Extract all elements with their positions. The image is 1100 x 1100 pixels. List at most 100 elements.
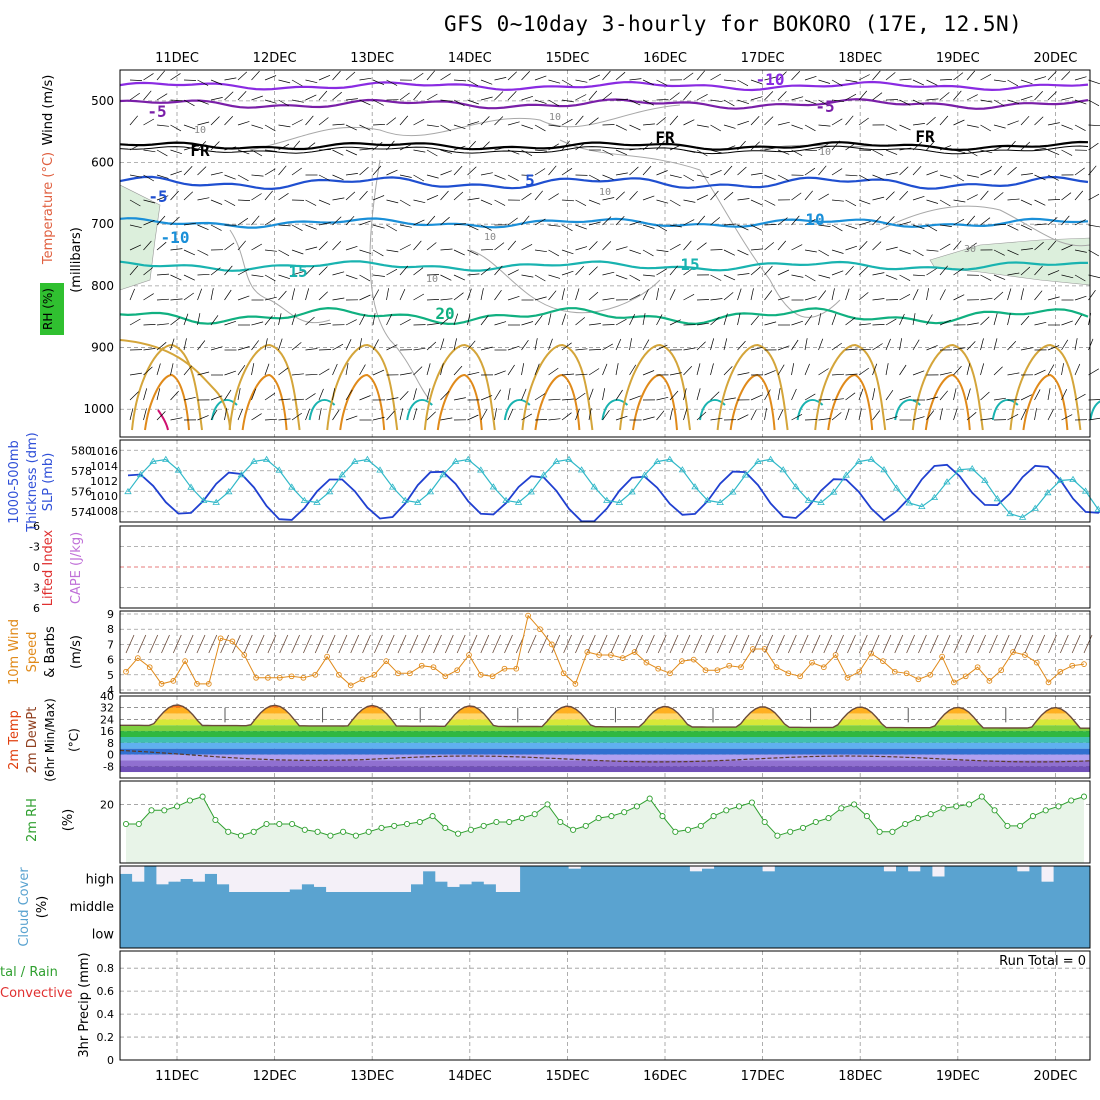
wind-barb	[710, 298, 723, 301]
precip-tick-label: 0.2	[97, 1031, 115, 1044]
wind-barb	[170, 390, 179, 401]
slp-line	[127, 458, 1100, 519]
wind-barb-10m	[444, 634, 454, 654]
wind-barb-10m	[243, 634, 253, 654]
wind-barb	[683, 72, 694, 81]
cloud-clear-bar	[338, 866, 351, 892]
wind-barb	[467, 340, 476, 351]
lowlevel-contour	[423, 343, 496, 431]
date-label-bottom: 11DEC	[155, 1069, 199, 1084]
wind-barb	[804, 274, 816, 282]
slp-marker	[855, 457, 863, 464]
wind-barb	[926, 79, 938, 86]
rh2m-axis-label: 2m RH	[25, 798, 40, 842]
wind-barb	[1061, 339, 1069, 351]
wind-barb	[318, 408, 322, 421]
wind-barb-10m	[918, 634, 927, 654]
wind-barb	[764, 116, 774, 126]
wind-barb	[170, 190, 179, 201]
rh-point	[1017, 822, 1024, 829]
rh-point	[314, 828, 321, 835]
wind-barb	[453, 249, 465, 256]
wind-barb	[629, 274, 641, 282]
wind-barb	[264, 418, 278, 421]
wind-barb	[1007, 288, 1012, 301]
lowlevel-contour	[157, 409, 169, 431]
cloud-clear-bar	[120, 866, 133, 874]
wind-barb	[318, 388, 324, 401]
rh-point	[978, 793, 985, 800]
wind-barb	[615, 216, 625, 226]
wind-barb	[467, 414, 479, 421]
wind-barb	[1047, 174, 1059, 181]
wind-barb	[264, 363, 270, 376]
wind-barb	[953, 267, 964, 276]
wind-barb	[602, 174, 614, 180]
slp-tick-label: 1014	[90, 460, 118, 473]
wind-barb	[332, 149, 344, 156]
wind-barb	[1074, 338, 1078, 351]
wind-barb	[926, 170, 938, 176]
wind-barb	[629, 166, 639, 176]
wind-barb	[656, 117, 667, 126]
wind-barb	[1074, 363, 1081, 376]
wind-barb	[467, 273, 480, 276]
slp-marker	[792, 483, 800, 490]
wind-barb	[467, 313, 471, 326]
wind-barb	[993, 291, 1004, 301]
wind-barb	[858, 408, 862, 421]
wind-barb	[818, 368, 829, 376]
wind-barb	[440, 73, 451, 81]
wind-barb	[332, 174, 344, 181]
wind-barb	[548, 99, 560, 107]
wind-barb	[183, 165, 193, 176]
slp-marker	[577, 466, 586, 473]
wind-barb-10m	[906, 634, 915, 654]
cloud-high-bar	[532, 866, 545, 892]
wind-barb	[966, 363, 971, 376]
wind-barb	[467, 249, 479, 256]
wind-barb	[318, 74, 331, 81]
wind-barb	[696, 70, 705, 81]
temperature-band	[120, 766, 1090, 773]
temperature-band	[120, 737, 1090, 743]
wind-barb	[305, 393, 316, 401]
wind-barb	[723, 366, 733, 376]
wind-barb	[426, 174, 439, 179]
chart-title: GFS 0~10day 3-hourly for BOKORO (17E, 12…	[444, 12, 1023, 36]
cloud-clear-bar	[495, 866, 509, 892]
wind-barb	[885, 246, 898, 251]
wind-barb	[413, 388, 417, 401]
wind-barb-10m	[752, 634, 762, 654]
wind-barb	[170, 363, 174, 376]
wind-barb	[696, 124, 709, 128]
wind-barb	[737, 166, 747, 176]
wind-barb	[1020, 394, 1032, 401]
wind-barb	[858, 323, 871, 326]
wind-barb	[156, 215, 166, 226]
wind-barb	[980, 73, 992, 81]
wind-barb	[440, 149, 453, 154]
wind-barb	[1034, 174, 1046, 181]
wind-barb	[710, 149, 723, 154]
wind-barb	[345, 245, 358, 251]
wind-barb	[804, 419, 818, 421]
wind-barb	[386, 79, 398, 86]
wind-barb	[656, 288, 659, 301]
cloud-axis-label: Cloud Cover	[17, 867, 32, 947]
wind-barb	[858, 266, 868, 276]
wind-barb	[926, 199, 939, 204]
wind-barb	[629, 294, 641, 301]
wind-barb	[669, 224, 682, 228]
rh-point	[365, 828, 372, 835]
wind-barb	[777, 121, 790, 126]
wind-barb	[129, 372, 142, 376]
wind-barb	[926, 410, 935, 421]
rh-point	[646, 795, 653, 802]
wind-barb	[885, 99, 899, 101]
wind-barb	[1034, 91, 1043, 101]
rh-point	[851, 801, 858, 808]
rh-point	[761, 818, 768, 826]
wind-barb	[278, 338, 283, 351]
wind-barb	[426, 341, 437, 351]
